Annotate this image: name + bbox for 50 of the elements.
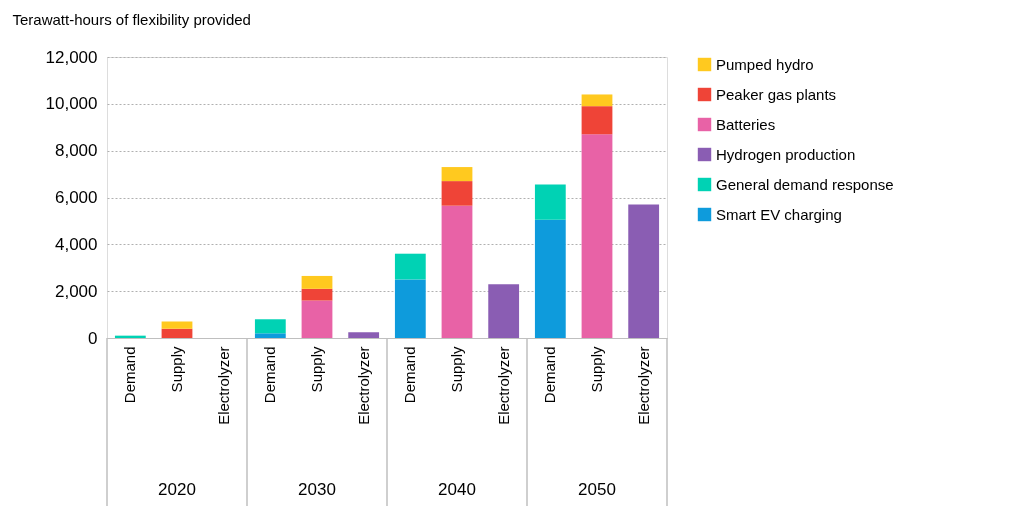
- x-tick-label: Supply: [168, 346, 185, 393]
- y-tick-label: 10,000: [45, 94, 98, 114]
- bar: [301, 300, 333, 338]
- text: 2020: [158, 480, 196, 499]
- x-tick-label: Demand: [261, 346, 279, 404]
- y-tick-label: 12,000: [45, 47, 98, 67]
- bar: [301, 288, 333, 301]
- x-tick-label: Electrolyzer: [494, 346, 512, 425]
- bar: [628, 204, 660, 338]
- legend-label: General demand response: [716, 175, 894, 193]
- x-tick-label: Supply: [588, 346, 605, 393]
- x-tick-label: Electrolyzer: [354, 346, 372, 425]
- bar: [254, 319, 286, 334]
- bar: [581, 106, 613, 135]
- x-tick-label: Demand: [541, 346, 559, 404]
- text: 2030: [298, 480, 336, 499]
- legend-label: Batteries: [716, 115, 776, 133]
- bar: [161, 321, 193, 329]
- bar: [488, 284, 520, 338]
- bar: [441, 205, 473, 338]
- bar: [581, 134, 613, 338]
- bar: [254, 333, 286, 338]
- x-tick-label: Supply: [448, 346, 465, 393]
- bar: [394, 279, 426, 338]
- text: 2050: [578, 480, 616, 499]
- bar: [348, 332, 380, 338]
- y-tick-label: 2,000: [54, 281, 98, 301]
- legend-label: Peaker gas plants: [716, 85, 837, 103]
- x-tick-label: Demand: [401, 346, 419, 404]
- legend-label: Smart EV charging: [716, 205, 842, 223]
- legend-label: Hydrogen production: [716, 145, 856, 163]
- bar: [441, 167, 473, 182]
- text: 2040: [438, 480, 476, 499]
- bar: [161, 328, 193, 338]
- y-tick-label: 8,000: [54, 141, 98, 161]
- y-tick-label: 6,000: [54, 188, 98, 207]
- bar: [534, 184, 566, 220]
- x-tick-label: Electrolyzer: [214, 346, 232, 425]
- bar: [581, 94, 613, 107]
- x-tick-label: Demand: [121, 346, 139, 404]
- x-tick-label: Supply: [308, 346, 325, 393]
- bar: [301, 275, 333, 289]
- y-axis-title: Terawatt-hours of flexibility provided: [12, 10, 251, 28]
- y-tick-label: 4,000: [54, 234, 98, 254]
- bar: [394, 253, 426, 280]
- bar: [534, 219, 566, 338]
- y-tick-label: 0: [88, 328, 98, 348]
- legend-label: Pumped hydro: [716, 55, 814, 73]
- x-tick-label: Electrolyzer: [634, 346, 652, 425]
- bar: [441, 181, 473, 206]
